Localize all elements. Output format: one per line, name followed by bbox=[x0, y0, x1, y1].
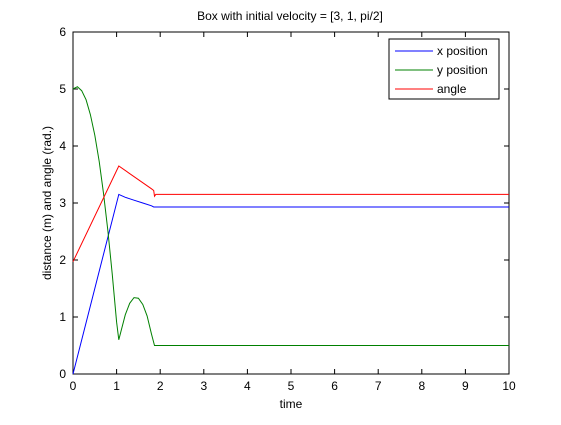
y-tick-label: 4 bbox=[59, 139, 66, 153]
y-tick-label: 0 bbox=[59, 367, 66, 381]
chart-title: Box with initial velocity = [3, 1, pi/2] bbox=[197, 9, 383, 23]
x-tick-label: 2 bbox=[157, 379, 164, 393]
x-tick-label: 5 bbox=[288, 379, 295, 393]
y-axis-ticks: 0 1 2 3 4 5 6 bbox=[59, 25, 509, 381]
x-tick-label: 0 bbox=[70, 379, 77, 393]
legend: x position y position angle bbox=[388, 38, 500, 100]
x-tick-label: 7 bbox=[375, 379, 382, 393]
y-axis-label: distance (m) and angle (rad.) bbox=[40, 126, 54, 280]
y-tick-label: 3 bbox=[59, 196, 66, 210]
series-line-angle bbox=[72, 165, 509, 262]
x-axis-ticks: 0 1 2 3 4 5 6 7 8 9 10 bbox=[70, 32, 516, 393]
series-line-x-position bbox=[72, 193, 509, 375]
x-tick-label: 8 bbox=[418, 379, 425, 393]
x-tick-label: 3 bbox=[200, 379, 207, 393]
series-line-y-position bbox=[72, 86, 509, 346]
x-tick-label: 10 bbox=[502, 379, 516, 393]
x-tick-label: 6 bbox=[331, 379, 338, 393]
y-tick-label: 2 bbox=[59, 253, 66, 267]
x-axis-label: time bbox=[280, 397, 303, 411]
y-tick-label: 6 bbox=[59, 25, 66, 39]
x-tick-label: 4 bbox=[244, 379, 251, 393]
legend-label-y-position: y position bbox=[437, 63, 488, 77]
series-lines bbox=[72, 86, 509, 375]
x-tick-label: 1 bbox=[113, 379, 120, 393]
y-tick-label: 1 bbox=[59, 310, 66, 324]
y-tick-label: 5 bbox=[59, 82, 66, 96]
legend-label-x-position: x position bbox=[437, 44, 488, 58]
legend-label-angle: angle bbox=[437, 82, 467, 96]
x-tick-label: 9 bbox=[462, 379, 469, 393]
